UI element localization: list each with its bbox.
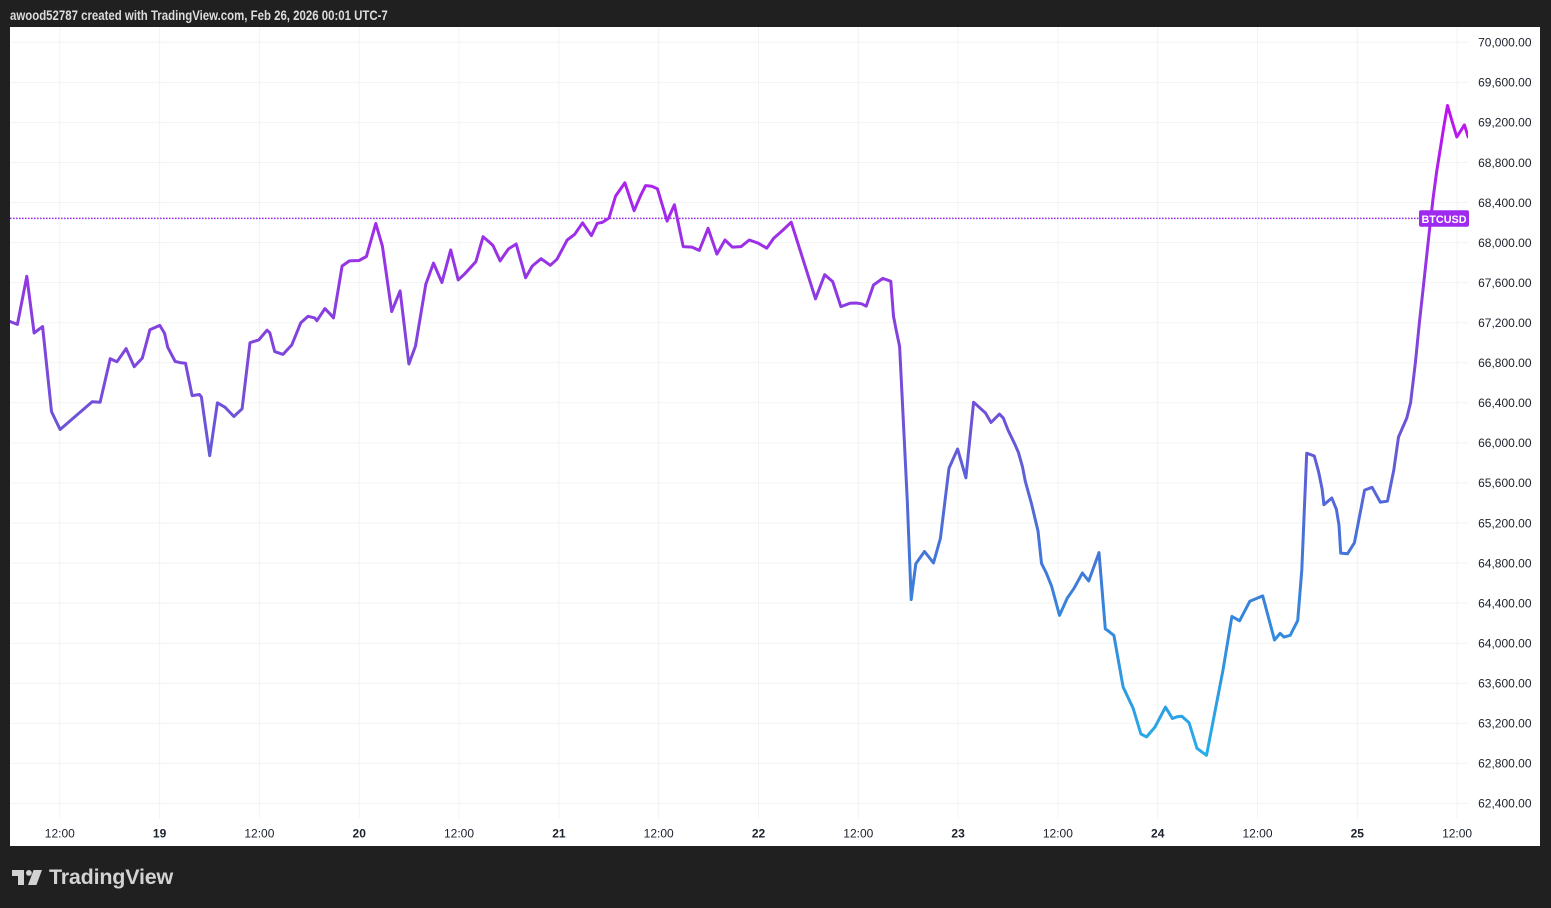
svg-text:22: 22 — [752, 827, 766, 841]
svg-text:66,400.00: 66,400.00 — [1478, 396, 1532, 410]
svg-text:68,800.00: 68,800.00 — [1478, 156, 1532, 170]
svg-text:65,600.00: 65,600.00 — [1478, 476, 1532, 490]
svg-text:69,600.00: 69,600.00 — [1478, 76, 1532, 90]
svg-text:64,800.00: 64,800.00 — [1478, 556, 1532, 570]
svg-text:66,000.00: 66,000.00 — [1478, 436, 1532, 450]
svg-text:12:00: 12:00 — [1043, 827, 1073, 841]
svg-text:21: 21 — [552, 827, 566, 841]
svg-text:70,000.00: 70,000.00 — [1478, 36, 1532, 50]
svg-text:64,400.00: 64,400.00 — [1478, 596, 1532, 610]
svg-text:65,200.00: 65,200.00 — [1478, 516, 1532, 530]
svg-text:64,000.00: 64,000.00 — [1478, 637, 1532, 651]
svg-text:12:00: 12:00 — [45, 827, 75, 841]
svg-text:67,200.00: 67,200.00 — [1478, 316, 1532, 330]
svg-text:68,400.00: 68,400.00 — [1478, 196, 1532, 210]
svg-text:67,600.00: 67,600.00 — [1478, 276, 1532, 290]
svg-text:23: 23 — [951, 827, 965, 841]
svg-text:24: 24 — [1151, 827, 1165, 841]
svg-text:25: 25 — [1351, 827, 1365, 841]
svg-text:19: 19 — [153, 827, 167, 841]
svg-text:12:00: 12:00 — [444, 827, 474, 841]
svg-text:68,000.00: 68,000.00 — [1478, 236, 1532, 250]
svg-text:63,200.00: 63,200.00 — [1478, 717, 1532, 731]
svg-text:63,600.00: 63,600.00 — [1478, 677, 1532, 691]
svg-text:BTCUSD: BTCUSD — [1422, 214, 1467, 226]
svg-text:12:00: 12:00 — [1242, 827, 1272, 841]
svg-text:12:00: 12:00 — [644, 827, 674, 841]
svg-text:12:00: 12:00 — [1442, 827, 1472, 841]
svg-text:12:00: 12:00 — [244, 827, 274, 841]
svg-text:62,800.00: 62,800.00 — [1478, 757, 1532, 771]
svg-text:12:00: 12:00 — [843, 827, 873, 841]
svg-text:66,800.00: 66,800.00 — [1478, 356, 1532, 370]
svg-text:20: 20 — [353, 827, 367, 841]
svg-text:69,200.00: 69,200.00 — [1478, 116, 1532, 130]
svg-text:62,400.00: 62,400.00 — [1478, 797, 1532, 811]
